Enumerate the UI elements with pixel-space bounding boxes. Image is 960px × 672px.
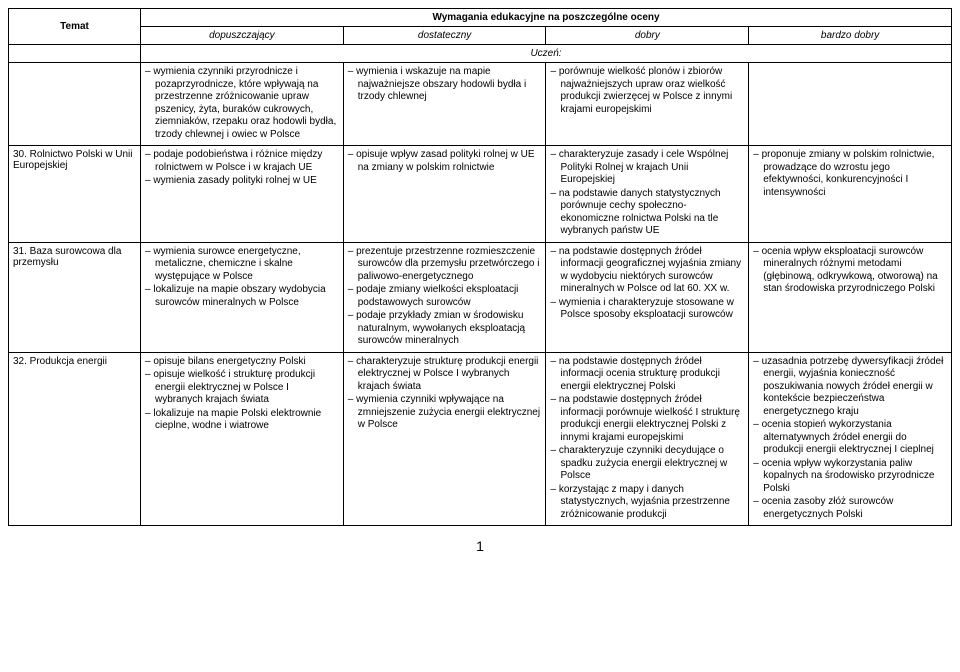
grade-cell-c4 [749,63,952,146]
list-item: ocenia stopień wykorzystania alternatywn… [753,419,947,457]
page-number: 1 [8,538,952,554]
list-item: charakteryzuje czynniki decydujące o spa… [550,445,744,483]
header-topic: Temat [9,9,141,45]
list-item: na podstawie dostępnych źródeł informacj… [550,356,744,394]
header-g1: dopuszczający [141,27,344,45]
grade-cell-c3: na podstawie dostępnych źródeł informacj… [546,242,749,352]
list-item: opisuje bilans energetyczny Polski [145,356,339,369]
list-item: wymienia i charakteryzuje stosowane w Po… [550,297,744,322]
item-list: opisuje bilans energetyczny Polskiopisuj… [145,356,339,433]
header-grades-row: dopuszczający dostateczny dobry bardzo d… [9,27,952,45]
item-list: wymienia i wskazuje na mapie najważniejs… [348,66,542,104]
student-row: Uczeń: [9,45,952,63]
grade-cell-c2: prezentuje przestrzenne rozmieszczenie s… [343,242,546,352]
student-label: Uczeń: [141,45,952,63]
item-list: wymienia czynniki przyrodnicze i pozaprz… [145,66,339,141]
topic-cell: 32. Produkcja energii [9,352,141,526]
list-item: na podstawie danych statystycznych porów… [550,188,744,238]
grade-cell-c1: opisuje bilans energetyczny Polskiopisuj… [141,352,344,526]
list-item: proponuje zmiany w polskim rolnictwie, p… [753,149,947,199]
list-item: charakteryzuje zasady i cele Wspólnej Po… [550,149,744,187]
topic-cell [9,63,141,146]
grade-cell-c1: wymienia czynniki przyrodnicze i pozaprz… [141,63,344,146]
header-g3: dobry [546,27,749,45]
list-item: podaje podobieństwa i różnice między rol… [145,149,339,174]
list-item: lokalizuje na mapie Polski elektrownie c… [145,408,339,433]
requirements-table: Temat Wymagania edukacyjne na poszczegól… [8,8,952,526]
list-item: ocenia wpływ eksploatacji surowców miner… [753,246,947,296]
list-item: opisuje wpływ zasad polityki rolnej w UE… [348,149,542,174]
grade-cell-c2: charakteryzuje strukturę produkcji energ… [343,352,546,526]
list-item: wymienia zasady polityki rolnej w UE [145,175,339,188]
item-list: proponuje zmiany w polskim rolnictwie, p… [753,149,947,199]
list-item: wymienia czynniki przyrodnicze i pozaprz… [145,66,339,141]
header-title-row: Temat Wymagania edukacyjne na poszczegól… [9,9,952,27]
item-list: prezentuje przestrzenne rozmieszczenie s… [348,246,542,348]
grade-cell-c3: charakteryzuje zasady i cele Wspólnej Po… [546,146,749,243]
item-list: na podstawie dostępnych źródeł informacj… [550,356,744,522]
item-list: porównuje wielkość plonów i zbiorów najw… [550,66,744,116]
topic-cell: 30. Rolnictwo Polski w Unii Europejskiej [9,146,141,243]
list-item: podaje zmiany wielkości eksploatacji pod… [348,284,542,309]
table-row: 31. Baza surowcowa dla przemysłuwymienia… [9,242,952,352]
grade-cell-c1: wymienia surowce energetyczne, metaliczn… [141,242,344,352]
table-row: wymienia czynniki przyrodnicze i pozaprz… [9,63,952,146]
table-row: 30. Rolnictwo Polski w Unii Europejskiej… [9,146,952,243]
grade-cell-c3: na podstawie dostępnych źródeł informacj… [546,352,749,526]
grade-cell-c4: ocenia wpływ eksploatacji surowców miner… [749,242,952,352]
list-item: wymienia i wskazuje na mapie najważniejs… [348,66,542,104]
grade-cell-c3: porównuje wielkość plonów i zbiorów najw… [546,63,749,146]
grade-cell-c4: uzasadnia potrzebę dywersyfikacji źródeł… [749,352,952,526]
item-list: podaje podobieństwa i różnice między rol… [145,149,339,188]
list-item: lokalizuje na mapie obszary wydobycia su… [145,284,339,309]
header-title: Wymagania edukacyjne na poszczególne oce… [141,9,952,27]
grade-cell-c4: proponuje zmiany w polskim rolnictwie, p… [749,146,952,243]
list-item: opisuje wielkość i strukturę produkcji e… [145,369,339,407]
table-body: wymienia czynniki przyrodnicze i pozaprz… [9,63,952,526]
list-item: prezentuje przestrzenne rozmieszczenie s… [348,246,542,284]
list-item: na podstawie dostępnych źródeł informacj… [550,246,744,296]
header-g2: dostateczny [343,27,546,45]
list-item: uzasadnia potrzebę dywersyfikacji źródeł… [753,356,947,419]
grade-cell-c1: podaje podobieństwa i różnice między rol… [141,146,344,243]
topic-cell: 31. Baza surowcowa dla przemysłu [9,242,141,352]
item-list: opisuje wpływ zasad polityki rolnej w UE… [348,149,542,174]
item-list: na podstawie dostępnych źródeł informacj… [550,246,744,322]
list-item: wymienia surowce energetyczne, metaliczn… [145,246,339,284]
list-item: wymienia czynniki wpływające na zmniejsz… [348,394,542,432]
grade-cell-c2: wymienia i wskazuje na mapie najważniejs… [343,63,546,146]
item-list: charakteryzuje strukturę produkcji energ… [348,356,542,432]
list-item: ocenia wpływ wykorzystania paliw kopalny… [753,458,947,496]
list-item: na podstawie dostępnych źródeł informacj… [550,394,744,444]
item-list: uzasadnia potrzebę dywersyfikacji źródeł… [753,356,947,522]
list-item: porównuje wielkość plonów i zbiorów najw… [550,66,744,116]
item-list: wymienia surowce energetyczne, metaliczn… [145,246,339,310]
header-g4: bardzo dobry [749,27,952,45]
grade-cell-c2: opisuje wpływ zasad polityki rolnej w UE… [343,146,546,243]
list-item: charakteryzuje strukturę produkcji energ… [348,356,542,394]
item-list: charakteryzuje zasady i cele Wspólnej Po… [550,149,744,238]
list-item: korzystając z mapy i danych statystyczny… [550,484,744,522]
list-item: ocenia zasoby złóż surowców energetyczny… [753,496,947,521]
table-row: 32. Produkcja energiiopisuje bilans ener… [9,352,952,526]
item-list: ocenia wpływ eksploatacji surowców miner… [753,246,947,296]
list-item: podaje przykłady zmian w środowisku natu… [348,310,542,348]
